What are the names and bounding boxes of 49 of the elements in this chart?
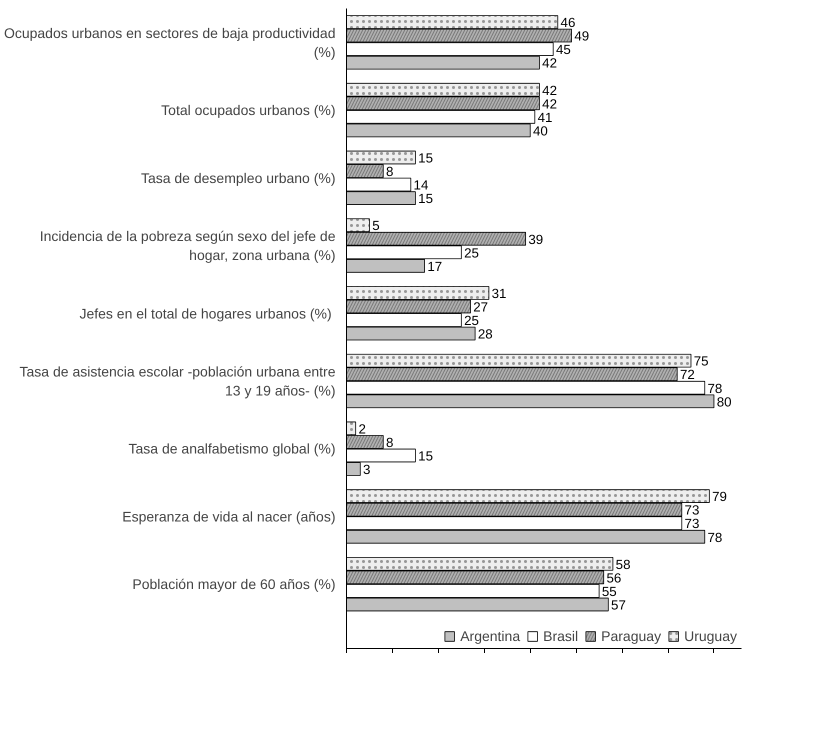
data-label: 55 (602, 584, 617, 599)
legend-label: Uruguay (684, 628, 737, 644)
legend-label: Paraguay (601, 628, 662, 644)
data-label: 5 (372, 218, 380, 234)
data-label: 31 (492, 286, 506, 301)
data-label: 45 (556, 42, 571, 58)
data-label: 41 (538, 110, 552, 125)
y-tick-label: Jefes en el total de hogares urbanos (%) (79, 305, 332, 322)
data-label: 3 (363, 462, 370, 478)
data-label: 8 (386, 434, 394, 450)
y-tick-label: Incidencia de la pobreza según sexo del jefe de hogar, zona urbana (%) (40, 228, 336, 264)
data-label: 57 (611, 597, 626, 612)
y-tick-label: Esperanza de vida al nacer (años) (122, 508, 336, 524)
data-label: 39 (528, 232, 544, 247)
data-label: 2 (358, 421, 366, 436)
data-label: 17 (427, 258, 442, 274)
data-label: 15 (418, 448, 433, 464)
data-label: 42 (542, 56, 557, 71)
data-label: 42 (542, 96, 557, 112)
y-tick-label: Tasa de asistencia escolar -población urbana entre 13 y 19 años- (%) (20, 363, 336, 399)
data-label: 49 (574, 28, 590, 44)
y-tick-label: Tasa de analfabetismo global (%) (128, 440, 336, 457)
data-label: 28 (478, 326, 493, 342)
data-label: 72 (680, 367, 695, 382)
legend-label: Brasil (543, 628, 578, 644)
data-label: 73 (684, 516, 700, 532)
data-label: 25 (464, 245, 479, 260)
data-label: 42 (542, 82, 557, 98)
y-tick-label: Ocupados urbanos en sectores de baja productividad (%) (4, 24, 336, 60)
legend-label: Argentina (460, 628, 520, 644)
data-label: 56 (606, 570, 622, 586)
data-label: 15 (418, 191, 433, 206)
data-label: 58 (616, 556, 630, 572)
y-tick-label: Población mayor de 60 años (%) (132, 576, 336, 592)
data-label: 80 (716, 394, 732, 410)
data-label: 78 (708, 530, 722, 545)
data-label: 40 (532, 123, 548, 138)
data-label: 27 (473, 299, 488, 314)
y-tick-label: Tasa de desempleo urbano (%) (140, 170, 336, 186)
data-label: 75 (694, 354, 709, 369)
data-label: 14 (414, 178, 429, 193)
data-label: 8 (386, 164, 394, 180)
data-label: 78 (708, 380, 722, 396)
data-label: 15 (418, 150, 433, 166)
data-label: 46 (560, 15, 576, 30)
data-label: 25 (464, 313, 479, 328)
y-tick-label: Total ocupados urbanos (%) (161, 102, 336, 118)
data-label: 73 (684, 502, 700, 518)
data-label: 79 (712, 489, 727, 504)
